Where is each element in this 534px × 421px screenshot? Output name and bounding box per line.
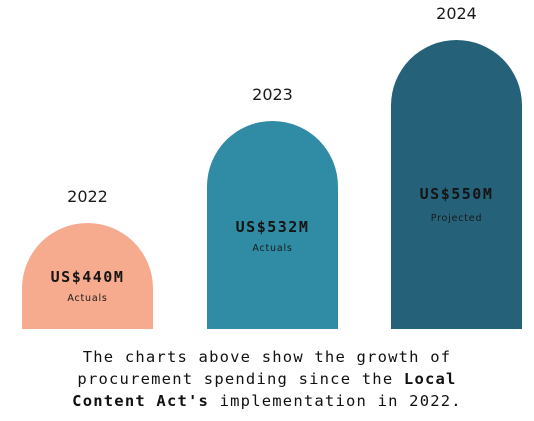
bar-2022: [22, 223, 153, 329]
caption-text-3: implementation in 2022.: [209, 392, 462, 410]
year-label-2024: 2024: [436, 4, 477, 23]
caption-text-2: procurement spending since the: [77, 370, 404, 388]
caption-bold-act: Content Act's: [72, 392, 210, 410]
year-label-2023: 2023: [252, 85, 293, 104]
value-label-2022: US$440M: [51, 268, 125, 286]
bar-chart: 2022 US$440M Actuals 2023 US$532M Actuals 2024…: [22, 4, 522, 329]
caption-text-1: The charts above show the growth of: [82, 348, 452, 366]
bar-2024: [391, 40, 522, 329]
caption: The charts above show the growth of proc…: [0, 346, 534, 412]
caption-bold-local: Local: [403, 370, 457, 388]
status-label-2024: Projected: [431, 213, 483, 224]
caption-line-1: The charts above show the growth of: [0, 346, 534, 368]
value-label-2023: US$532M: [236, 218, 310, 236]
value-label-2024: US$550M: [420, 185, 494, 203]
caption-line-3: Content Act's implementation in 2022.: [0, 390, 534, 412]
year-label-2022: 2022: [67, 187, 108, 206]
status-label-2022: Actuals: [67, 293, 107, 304]
status-label-2023: Actuals: [252, 243, 292, 254]
bar-2023: [207, 121, 338, 329]
caption-line-2: procurement spending since the Local: [0, 368, 534, 390]
